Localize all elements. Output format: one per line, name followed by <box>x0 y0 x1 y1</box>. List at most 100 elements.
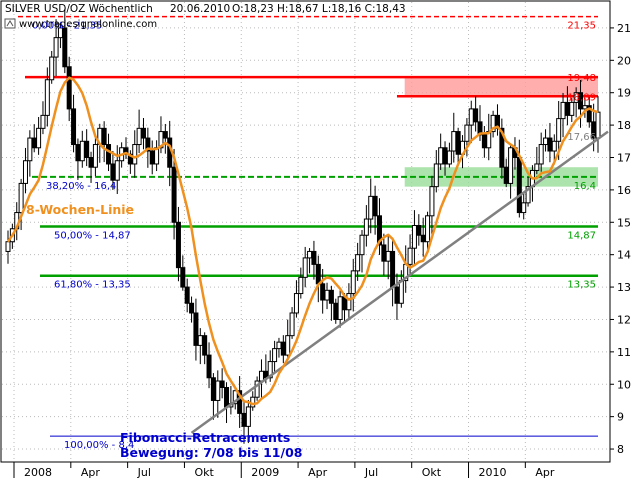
y-tick-label: 19 <box>617 87 631 100</box>
highlight-zone <box>404 77 598 97</box>
candle-body <box>446 150 452 165</box>
candle-body <box>451 131 457 152</box>
candle-body <box>206 354 212 379</box>
candle-body <box>324 289 330 301</box>
candle-body <box>40 114 46 129</box>
y-tick-label: 15 <box>617 216 631 229</box>
candle-body <box>79 140 85 162</box>
header-title: SILVER USD/OZ Wöchentlich <box>5 3 153 15</box>
y-tick-label: 11 <box>617 346 631 359</box>
candle-body <box>595 111 601 139</box>
candle-body <box>175 221 181 269</box>
candle-body <box>280 341 286 356</box>
candle-body <box>503 166 509 184</box>
candle-body <box>27 137 33 162</box>
fib-annotation-move: Bewegung: 7/08 bis 11/08 <box>120 445 302 460</box>
y-tick-label: 17 <box>617 151 631 164</box>
fib-level-label: 50,00% - 14,87 <box>54 230 131 241</box>
candle-body <box>18 182 24 214</box>
candle-body <box>276 341 282 350</box>
candle-body <box>180 267 186 288</box>
trendline <box>190 130 609 434</box>
y-tick-label: 13 <box>617 281 631 294</box>
candle-body <box>390 250 396 288</box>
watermark-text: www.tradesignalonline.com <box>19 19 157 30</box>
candle-body <box>254 380 260 398</box>
candle-body <box>398 280 404 304</box>
candle-body <box>22 160 28 184</box>
candle-body <box>219 380 225 388</box>
y-tick-label: 12 <box>617 313 631 326</box>
fib-level-value-label: 21,35 <box>567 21 596 32</box>
resistance-value-label: 19,48 <box>567 73 596 84</box>
candle-body <box>499 127 505 168</box>
candle-body <box>84 140 90 158</box>
candle-body <box>5 241 11 252</box>
candle-body <box>106 144 112 165</box>
fib-level-label: 61,80% - 13,35 <box>54 280 131 291</box>
candle-body <box>464 124 470 142</box>
candle-body <box>53 37 59 58</box>
candle-body <box>551 140 557 152</box>
candle-body <box>569 101 575 116</box>
candle-body <box>197 335 203 346</box>
candle-body <box>267 361 273 379</box>
x-tick-label: Okt <box>422 466 442 479</box>
candle-body <box>578 92 584 110</box>
y-axis: 8 9 10 11 12 13 14 15 16 17 18 19 20 21 <box>610 22 631 456</box>
candle-body <box>136 127 142 146</box>
candle-body <box>481 134 487 149</box>
candle-body <box>337 296 343 320</box>
candle-body <box>411 225 417 249</box>
candle-body <box>293 293 299 314</box>
candle-body <box>525 186 531 204</box>
candle-body <box>508 147 514 184</box>
header-ohlc: O:18,23 H:18,67 L:18,16 C:18,43 <box>232 3 406 15</box>
candle-body <box>425 215 431 243</box>
candle-body <box>258 370 264 382</box>
x-tick-label: 2010 <box>479 466 507 479</box>
candle-body <box>416 225 422 236</box>
candle-body <box>114 160 120 181</box>
candle-body <box>381 244 387 262</box>
candle-body <box>346 293 352 311</box>
x-tick-label: 2009 <box>251 466 279 479</box>
candle-body <box>215 380 221 401</box>
candle-body <box>543 137 549 146</box>
fib-annotation-title: Fibonacci-Retracements <box>120 430 290 445</box>
candle-body <box>363 218 369 236</box>
moving-average-line <box>6 76 599 406</box>
candle-body <box>468 108 474 126</box>
y-tick-label: 8 <box>617 443 624 456</box>
fib-level-label: 100,00% - 8,4 <box>64 440 134 451</box>
candle-body <box>162 131 168 139</box>
candlesticks <box>5 9 601 444</box>
gridlines <box>2 2 610 462</box>
y-tick-label: 20 <box>617 54 631 67</box>
y-tick-label: 10 <box>617 378 631 391</box>
resistance-value-label: 18,89 <box>567 92 596 103</box>
candle-body <box>420 234 426 243</box>
candle-body <box>132 144 138 165</box>
y-tick-label: 18 <box>617 119 631 132</box>
fib-level-label: 38,20% - 16,4 <box>46 181 116 192</box>
candle-body <box>158 131 164 149</box>
candle-body <box>145 137 151 152</box>
candle-body <box>298 276 304 295</box>
candle-body <box>586 105 592 123</box>
candle-body <box>149 150 155 165</box>
candle-body <box>328 289 334 304</box>
candle-body <box>101 127 107 146</box>
candle-body <box>36 127 42 149</box>
candle-body <box>189 302 195 314</box>
candle-body <box>75 144 81 162</box>
candle-body <box>556 118 562 142</box>
x-tick-label: Apr <box>81 466 101 479</box>
candle-body <box>241 412 247 427</box>
candle-body <box>320 283 326 301</box>
candle-body <box>285 335 291 356</box>
candle-body <box>473 108 479 123</box>
candle-body <box>315 263 321 285</box>
candle-body <box>538 144 544 165</box>
y-tick-label: 9 <box>617 411 624 424</box>
